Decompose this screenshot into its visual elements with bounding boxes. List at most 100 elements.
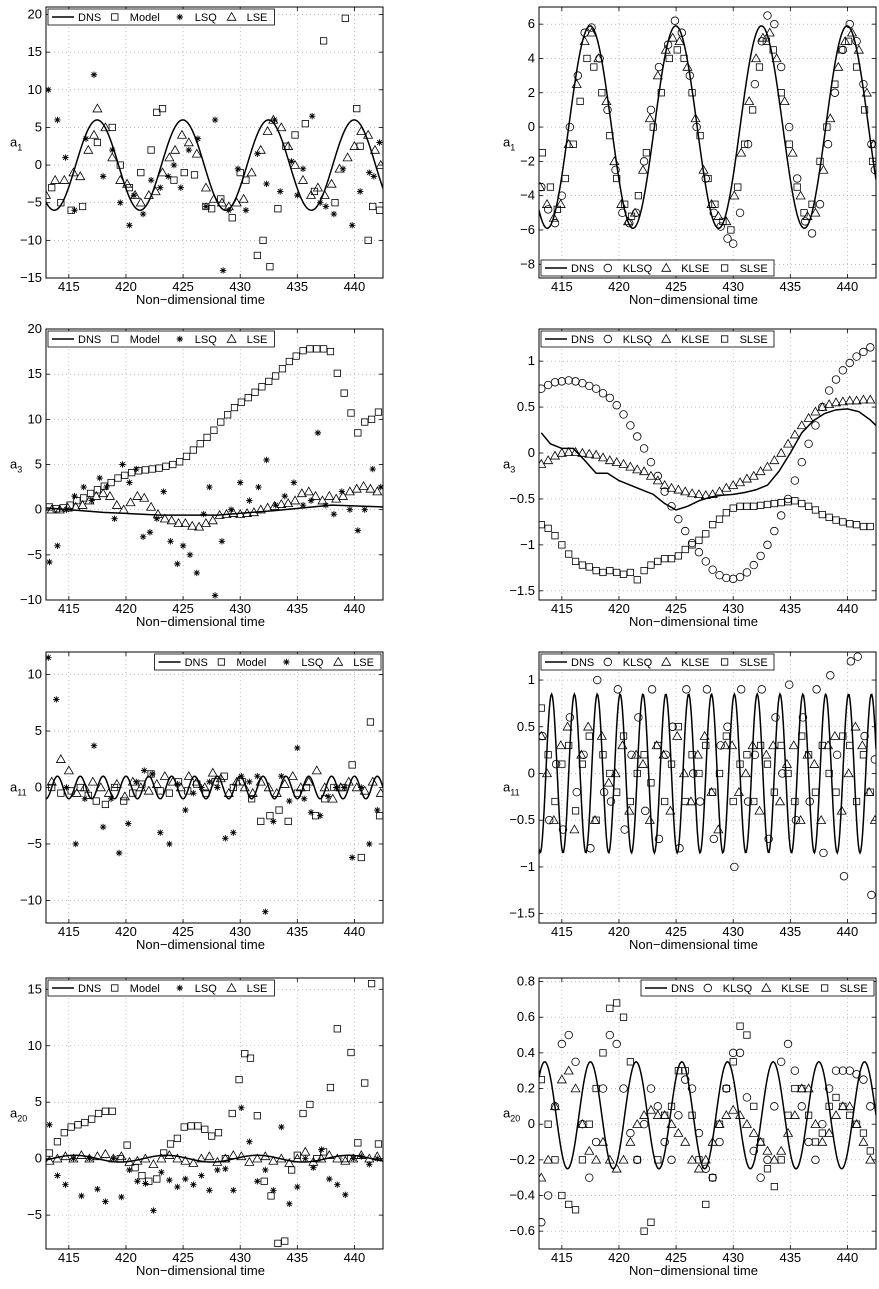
plot-area: [539, 11, 876, 248]
point-klsq: [611, 165, 620, 175]
point-slse: [762, 37, 770, 45]
point-lsq: [322, 203, 330, 210]
point-slse: [695, 536, 703, 544]
point-slse: [709, 788, 717, 796]
point-lsq: [134, 1178, 141, 1185]
point-klse: [788, 740, 799, 750]
point-model: [129, 789, 137, 797]
point-lse: [212, 1156, 223, 1166]
point-klse: [726, 740, 738, 750]
point-model: [138, 780, 146, 788]
legend-entry: Model: [130, 12, 160, 24]
point-slse: [755, 63, 764, 71]
point-lse: [84, 495, 95, 505]
point-lse: [369, 144, 381, 154]
point-lsq: [206, 1187, 213, 1194]
point-lse: [200, 518, 212, 527]
point-lse: [342, 152, 353, 162]
point-klse: [673, 484, 684, 494]
point-lse: [287, 771, 298, 780]
point-klse: [645, 470, 657, 480]
point-klse: [618, 458, 629, 468]
point-model: [361, 1079, 369, 1087]
point-klse: [861, 87, 872, 97]
point-lsq: [146, 529, 154, 536]
point-lsq: [222, 835, 229, 842]
point-klsq: [539, 731, 547, 741]
point-klse: [652, 1110, 663, 1119]
point-klse: [858, 1136, 869, 1146]
point-klsq: [831, 375, 841, 384]
legend-entry: SLSE: [840, 983, 868, 995]
x-tick-label: 430: [229, 924, 251, 939]
x-tick-label: 440: [837, 924, 859, 939]
point-lsq: [358, 784, 365, 791]
point-model: [275, 806, 283, 814]
point-slse: [613, 788, 621, 796]
point-lse: [103, 787, 114, 797]
point-klse: [857, 740, 868, 750]
point-slse: [665, 54, 673, 63]
point-klsq: [716, 222, 725, 231]
point-lse: [172, 1153, 183, 1163]
legend-entry: SLSE: [740, 263, 768, 275]
point-klsq: [639, 1119, 649, 1129]
point-lse: [363, 129, 374, 139]
legend-entry: KLSE: [681, 263, 709, 275]
plot-area: [539, 343, 876, 584]
point-slse: [818, 1129, 826, 1137]
x-tick-label: 435: [779, 279, 801, 294]
point-model: [67, 787, 75, 795]
point-lsq: [342, 1191, 349, 1198]
point-klsq: [591, 384, 601, 393]
point-lse: [124, 1156, 135, 1166]
point-lse: [356, 1150, 367, 1159]
y-axis-label: a20: [503, 1106, 520, 1124]
point-slse: [805, 1111, 813, 1119]
point-model: [253, 1112, 261, 1120]
point-klse: [549, 1101, 561, 1111]
point-model: [84, 791, 92, 800]
axes-frame: [538, 6, 877, 279]
point-slse: [811, 788, 820, 796]
point-model: [201, 1125, 209, 1133]
point-lsq: [117, 199, 124, 206]
point-klsq: [618, 208, 627, 218]
point-slse: [798, 499, 806, 508]
point-klsq: [800, 217, 810, 226]
y-tick-label: 20: [28, 321, 42, 336]
point-slse: [715, 769, 724, 778]
point-klse: [597, 1136, 609, 1146]
point-slse: [818, 510, 826, 519]
point-slse: [551, 1156, 559, 1164]
point-klse: [555, 740, 566, 750]
point-model: [141, 466, 149, 474]
x-tick-label: 440: [837, 601, 859, 616]
point-klsq: [778, 769, 787, 778]
point-slse: [832, 1093, 840, 1102]
point-slse: [561, 174, 569, 183]
point-model: [210, 426, 218, 434]
y-tick-label: −10: [20, 592, 42, 607]
point-model: [364, 236, 372, 244]
point-model: [93, 138, 102, 147]
point-lse: [208, 193, 220, 203]
point-lsq: [182, 1175, 189, 1183]
legend-marker: [703, 983, 712, 993]
point-lse: [63, 765, 74, 775]
point-lse: [175, 782, 186, 792]
point-klse: [774, 796, 786, 806]
point-slse: [866, 1147, 874, 1155]
point-klse: [618, 1154, 629, 1164]
legend-marker: [176, 13, 183, 21]
y-tick-label: 15: [28, 981, 42, 996]
point-slse: [750, 1102, 758, 1110]
point-klsq: [763, 11, 772, 20]
point-klse: [721, 1110, 732, 1119]
point-lsq: [165, 173, 172, 180]
point-lsq: [222, 1165, 229, 1173]
y-tick-label: 0.5: [517, 399, 535, 414]
point-model: [366, 718, 375, 726]
point-klse: [596, 730, 607, 740]
point-klsq: [763, 1155, 772, 1165]
